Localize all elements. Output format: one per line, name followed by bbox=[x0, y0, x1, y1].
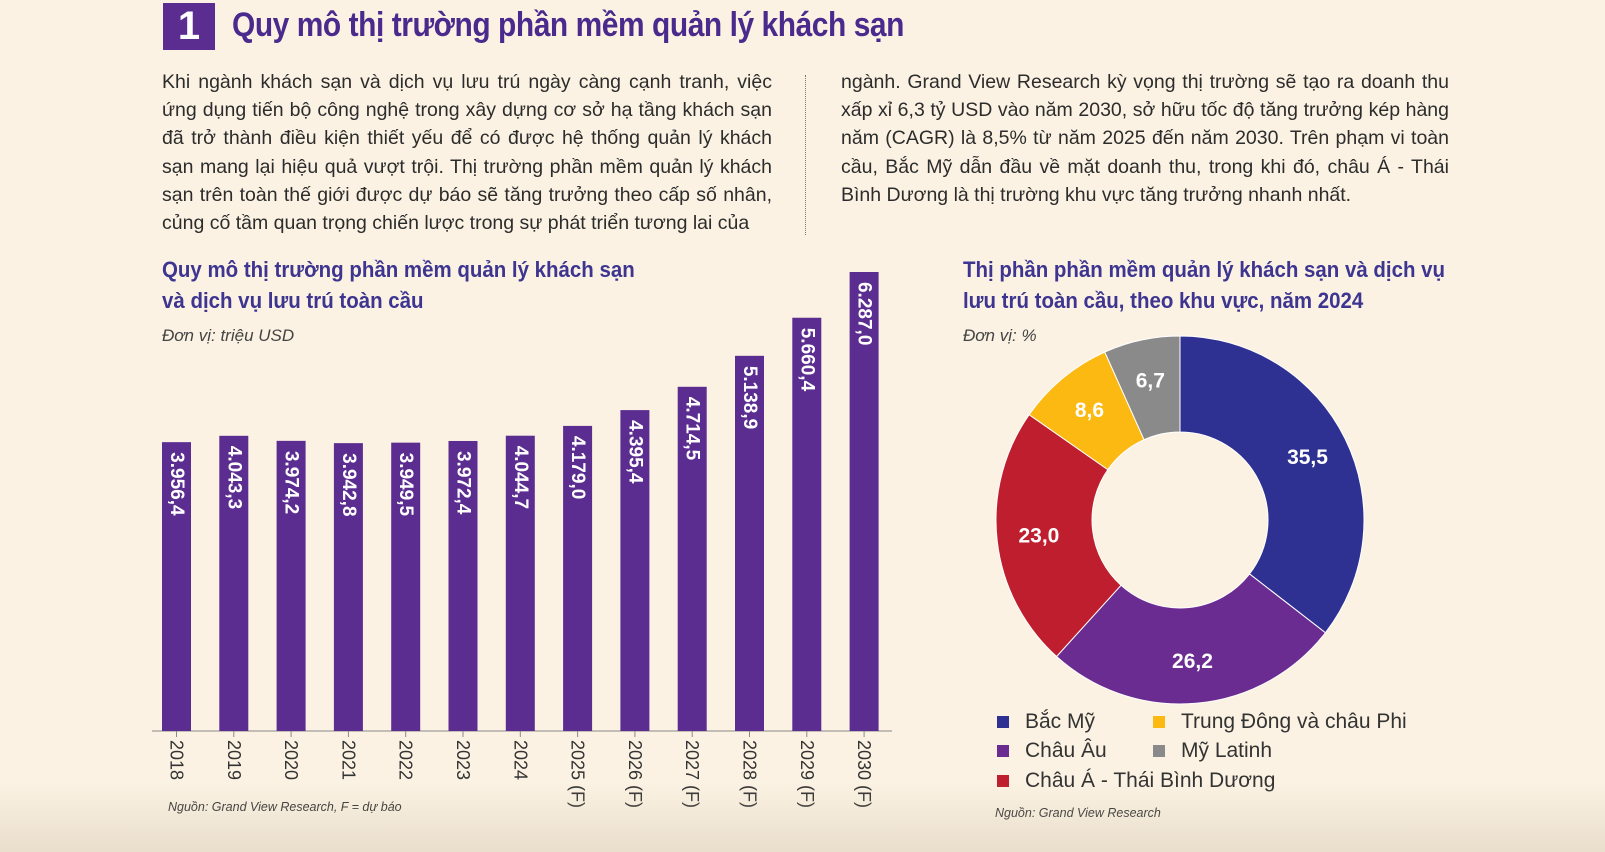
x-tick-label: 2018 bbox=[167, 740, 187, 780]
donut-slice bbox=[995, 413, 1122, 658]
bar-value-label: 5.138,9 bbox=[739, 366, 760, 429]
bar bbox=[162, 442, 191, 731]
column-divider bbox=[805, 75, 806, 235]
donut-slice-label: 6,7 bbox=[1136, 370, 1165, 393]
legend-swatch bbox=[997, 716, 1009, 728]
bar-value-label: 3.974,2 bbox=[281, 451, 302, 514]
donut-slice-label: 26,2 bbox=[1172, 650, 1213, 673]
bar bbox=[620, 410, 650, 731]
bar bbox=[276, 440, 306, 731]
legend-item: Châu Á - Thái Bình Dương bbox=[997, 769, 1275, 793]
bar-chart-source: Nguồn: Grand View Research, F = dự báo bbox=[168, 800, 402, 814]
bar-chart-unit: Đơn vị: triệu USD bbox=[162, 326, 295, 345]
bar bbox=[677, 386, 707, 731]
x-tick-label: 2020 bbox=[281, 740, 301, 780]
legend-item: Trung Đông và châu Phi bbox=[1153, 710, 1407, 734]
donut-chart-title-line1: Thị phần phần mềm quản lý khách sạn và d… bbox=[963, 257, 1446, 282]
donut-legend: Bắc Mỹ Trung Đông và châu Phi Châu Âu Mỹ La… bbox=[997, 710, 1417, 805]
x-tick-label: 2026 (F) bbox=[625, 740, 645, 808]
bar-value-label: 4.044,7 bbox=[510, 446, 531, 509]
bar-value-label: 4.043,3 bbox=[223, 446, 244, 509]
legend-swatch bbox=[1153, 745, 1165, 757]
legend-item: Mỹ Latinh bbox=[1153, 739, 1272, 763]
legend-label: Châu Âu bbox=[1025, 739, 1107, 762]
donut-slice bbox=[1104, 335, 1181, 441]
bar bbox=[849, 272, 879, 731]
section-number-badge: 1 bbox=[163, 3, 215, 50]
bar bbox=[505, 435, 535, 731]
x-tick-label: 2024 bbox=[510, 740, 530, 780]
bar bbox=[448, 440, 478, 731]
donut-chart: 35,5 26,2 23,0 8,6 6,7 bbox=[995, 335, 1365, 705]
bar-value-label: 6.287,0 bbox=[854, 282, 875, 345]
x-tick-label: 2023 bbox=[453, 740, 473, 780]
bar-value-label: 3.972,4 bbox=[453, 451, 474, 515]
donut-slice-label: 8,6 bbox=[1075, 399, 1104, 422]
donut-slice-label: 23,0 bbox=[1018, 525, 1059, 548]
bar-value-label: 3.949,5 bbox=[395, 453, 416, 517]
donut-chart-title-line2: lưu trú toàn cầu, theo khu vực, năm 2024 bbox=[963, 288, 1364, 313]
donut-chart-unit: Đơn vị: % bbox=[963, 326, 1037, 345]
bar-chart-title: Quy mô thị trường phần mềm quản lý khách… bbox=[162, 254, 635, 316]
intro-paragraph-right: ngành. Grand View Research kỳ vọng thị t… bbox=[841, 71, 1449, 206]
bar-chart-title-line2: và dịch vụ lưu trú toàn cầu bbox=[162, 288, 424, 313]
legend-swatch bbox=[1153, 716, 1165, 728]
legend-swatch bbox=[997, 775, 1009, 787]
legend-swatch bbox=[997, 745, 1009, 757]
donut-slice bbox=[1179, 335, 1365, 634]
legend-label: Bắc Mỹ bbox=[1025, 710, 1096, 733]
bar-chart: 3.956,4 2018 4.043,3 2019 3.974,2 2020 3.942,8… bbox=[152, 272, 892, 808]
bar-value-label: 5.660,4 bbox=[796, 328, 817, 392]
bar-value-label: 3.942,8 bbox=[338, 453, 359, 516]
bar bbox=[391, 442, 421, 731]
x-tick-label: 2022 bbox=[396, 740, 416, 780]
bar bbox=[735, 355, 764, 731]
donut-slice bbox=[1055, 573, 1327, 705]
x-tick-label: 2025 (F) bbox=[568, 740, 588, 808]
bar-chart-title-line1: Quy mô thị trường phần mềm quản lý khách… bbox=[162, 257, 635, 282]
x-tick-label: 2029 (F) bbox=[797, 740, 817, 808]
bar-value-label: 4.179,0 bbox=[567, 436, 588, 499]
legend-label: Mỹ Latinh bbox=[1181, 739, 1273, 762]
x-tick-label: 2027 (F) bbox=[682, 740, 702, 808]
donut-slice-label: 35,5 bbox=[1287, 446, 1328, 469]
bar bbox=[792, 317, 822, 731]
donut-chart-title: Thị phần phần mềm quản lý khách sạn và d… bbox=[963, 254, 1445, 316]
legend-item: Châu Âu bbox=[997, 739, 1107, 763]
x-tick-label: 2019 bbox=[224, 740, 244, 780]
bar bbox=[333, 443, 363, 731]
bar bbox=[563, 425, 593, 731]
donut-chart-source: Nguồn: Grand View Research bbox=[995, 806, 1161, 820]
bar-value-label: 4.395,4 bbox=[624, 420, 645, 484]
bar-value-label: 3.956,4 bbox=[166, 452, 187, 516]
x-tick-label: 2028 (F) bbox=[740, 740, 760, 808]
intro-paragraph-left: Khi ngành khách sạn và dịch vụ lưu trú n… bbox=[162, 71, 772, 235]
legend-item: Bắc Mỹ bbox=[997, 710, 1095, 734]
page-title: Quy mô thị trường phần mềm quản lý khách… bbox=[232, 6, 904, 44]
bar-value-label: 4.714,5 bbox=[682, 397, 703, 461]
legend-label: Châu Á - Thái Bình Dương bbox=[1025, 769, 1276, 792]
x-tick-label: 2030 (F) bbox=[854, 740, 874, 808]
bar bbox=[219, 435, 249, 731]
x-tick-label: 2021 bbox=[338, 740, 358, 780]
legend-label: Trung Đông và châu Phi bbox=[1181, 710, 1407, 733]
